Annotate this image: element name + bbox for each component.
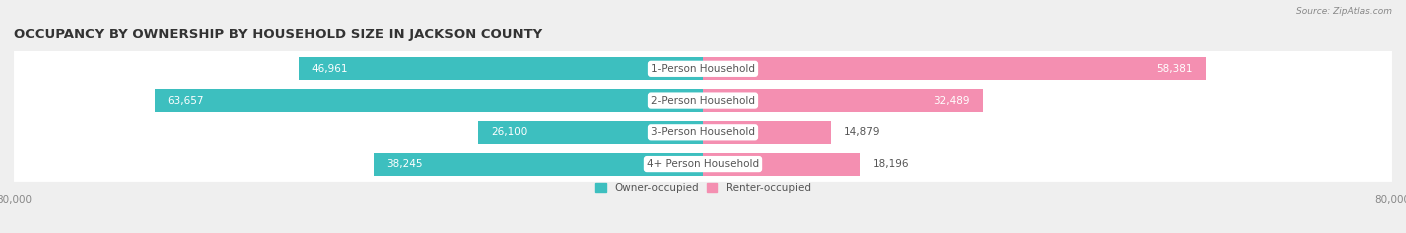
Text: OCCUPANCY BY OWNERSHIP BY HOUSEHOLD SIZE IN JACKSON COUNTY: OCCUPANCY BY OWNERSHIP BY HOUSEHOLD SIZE…: [14, 28, 543, 41]
Bar: [703, 89, 983, 112]
Text: 32,489: 32,489: [934, 96, 970, 106]
Text: 63,657: 63,657: [167, 96, 204, 106]
Bar: [703, 121, 831, 144]
FancyBboxPatch shape: [14, 114, 1392, 150]
FancyBboxPatch shape: [14, 51, 1392, 87]
Text: 4+ Person Household: 4+ Person Household: [647, 159, 759, 169]
Text: 26,100: 26,100: [491, 127, 527, 137]
Text: 3-Person Household: 3-Person Household: [651, 127, 755, 137]
Bar: [155, 89, 703, 112]
Bar: [703, 57, 1206, 80]
FancyBboxPatch shape: [14, 83, 1392, 118]
Text: 38,245: 38,245: [387, 159, 423, 169]
Bar: [478, 121, 703, 144]
Bar: [703, 153, 859, 175]
Text: 46,961: 46,961: [312, 64, 349, 74]
Bar: [374, 153, 703, 175]
Text: 14,879: 14,879: [844, 127, 880, 137]
Text: 1-Person Household: 1-Person Household: [651, 64, 755, 74]
FancyBboxPatch shape: [14, 146, 1392, 182]
Legend: Owner-occupied, Renter-occupied: Owner-occupied, Renter-occupied: [595, 183, 811, 193]
Bar: [298, 57, 703, 80]
Text: 18,196: 18,196: [873, 159, 910, 169]
Text: Source: ZipAtlas.com: Source: ZipAtlas.com: [1296, 7, 1392, 16]
Text: 2-Person Household: 2-Person Household: [651, 96, 755, 106]
Text: 58,381: 58,381: [1156, 64, 1192, 74]
